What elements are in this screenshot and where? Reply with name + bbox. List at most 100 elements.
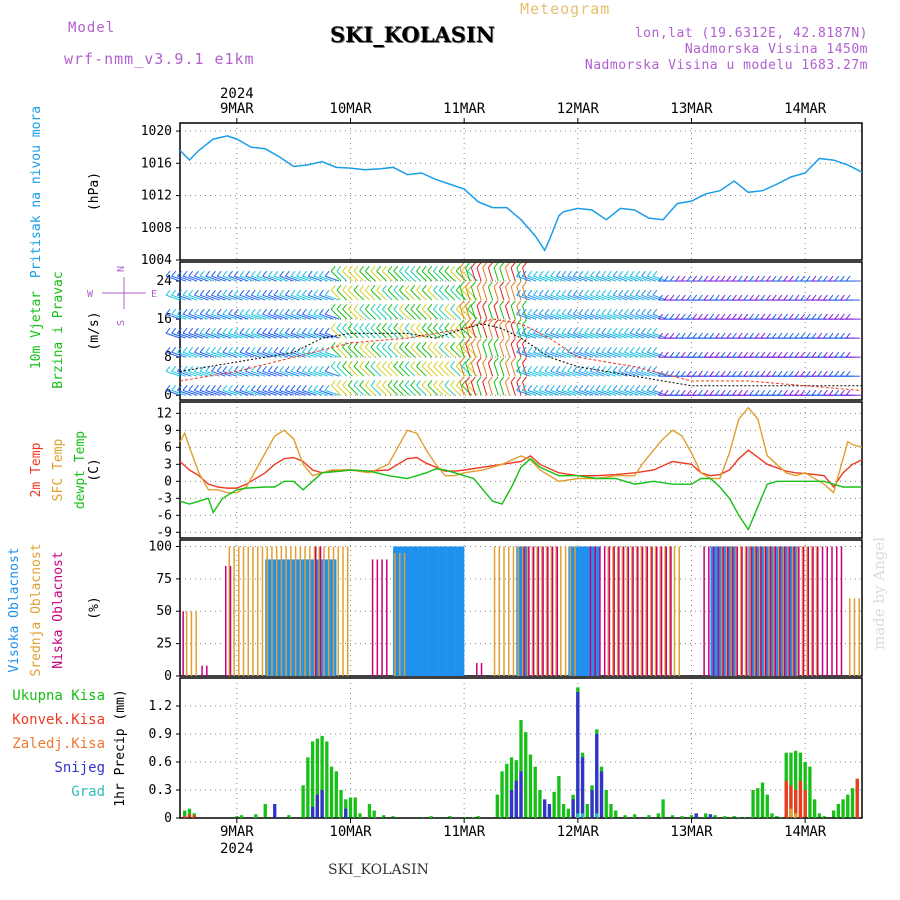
wind-barb (510, 286, 516, 301)
cloud-bar (531, 546, 534, 676)
cloud-bar (517, 546, 519, 676)
precip-bar (329, 766, 334, 818)
wind-barb-flag (663, 370, 669, 377)
wind-barb (461, 327, 473, 339)
wind-barb-flag (749, 313, 754, 320)
wind-barb-flag (228, 327, 233, 334)
cloud-bar (831, 546, 833, 676)
wind-barb (324, 389, 340, 396)
wind-barb-flag (822, 313, 828, 320)
wind-barb-flag (800, 351, 806, 358)
cloud-bar (458, 546, 462, 676)
y-tick-label: -6 (156, 508, 172, 523)
wind-barb-flag (239, 308, 245, 315)
wind-barb-flag (828, 332, 834, 339)
wind-barb-flag (284, 289, 290, 296)
precip-bar (812, 799, 817, 818)
wind-barb (421, 327, 433, 339)
wind-barb (387, 327, 399, 339)
wind-barb (493, 324, 499, 339)
cloud-bar (651, 546, 653, 676)
wind-barb-flag (222, 365, 228, 372)
wind-barb-flag (834, 389, 840, 396)
wind-barb (550, 389, 565, 396)
wind-barb-flag (697, 294, 703, 301)
wind-barb-flag (743, 351, 749, 358)
wind-barb (444, 385, 456, 396)
wind-barb-flag (663, 313, 669, 320)
precip-bar (595, 813, 599, 818)
cloud-bar (332, 546, 335, 676)
wind-barb-flag (828, 389, 834, 396)
cloud-bar (660, 546, 663, 676)
wind-barb-flag (845, 294, 851, 301)
wind-barb-flag (800, 332, 806, 339)
wind-barb-flag (381, 342, 387, 348)
wind-barb (251, 275, 266, 282)
wind-barb-flag (482, 319, 488, 326)
wind-barb-flag (669, 351, 675, 358)
cloud-axis-label-3: Niska Oblacnost (51, 551, 66, 668)
cloud-bar (802, 546, 805, 676)
wind-barb (302, 351, 317, 358)
wind-barb-flag (697, 332, 703, 339)
wind-barb-flag (845, 275, 851, 282)
cloud-bar (763, 546, 766, 676)
wind-barb-flag (433, 284, 438, 291)
wind-barb (382, 366, 393, 377)
cloud-bar (403, 552, 406, 676)
wind-barb-flag (182, 346, 188, 353)
wind-barb-flag (589, 346, 595, 353)
wind-barb-flag (811, 389, 817, 396)
precip-bar (694, 813, 698, 818)
cloud-bar (678, 546, 680, 676)
wind-barb-flag (182, 289, 188, 296)
wind-barb-flag (589, 365, 595, 372)
wind-barb-flag (550, 289, 555, 296)
wind-barb (404, 385, 416, 396)
cloud-bar (627, 546, 630, 676)
wind-barb (578, 332, 594, 339)
wind-barb-flag (845, 389, 851, 396)
wind-barb (516, 351, 531, 358)
wind-barb-flag (324, 327, 330, 334)
cloud-bar (618, 546, 620, 676)
wind-barb-flag (686, 275, 692, 282)
wind-barb-flag (216, 385, 222, 391)
bottom-year-label: 2024 (220, 841, 254, 857)
wind-barb-flag (211, 270, 216, 277)
wind-barb (324, 275, 340, 282)
wind-barb (455, 289, 467, 301)
wind-barb-flag (176, 289, 182, 296)
cloud-bar (727, 546, 731, 676)
wind-barb-flag (754, 275, 760, 282)
wind-barb-flag (467, 342, 473, 348)
wind-barb (641, 351, 656, 358)
wind-barb (416, 289, 427, 301)
wind-barb-flag (794, 389, 800, 396)
wind-barb (533, 294, 548, 301)
wind-barb-flag (296, 385, 302, 391)
wind-barb-flag (749, 294, 754, 301)
wind-barb-flag (267, 365, 273, 372)
wind-barb-flag (279, 327, 285, 334)
wind-barb-flag (319, 346, 324, 353)
precip-bar (538, 790, 542, 818)
precip-bar (599, 771, 604, 818)
wind-barb (461, 270, 473, 282)
wind-barb (279, 294, 294, 301)
cloud-bar (659, 546, 662, 676)
precip-bar (794, 790, 798, 818)
wind-barb (612, 351, 628, 358)
wind-barb (427, 347, 438, 358)
bottom-date-label: 9MAR (220, 824, 254, 840)
wind-barb-flag (555, 346, 561, 353)
wind-barb (211, 389, 226, 396)
wind-barb-flag (284, 308, 290, 315)
cloud-bar (401, 546, 405, 676)
wind-barb-flag (800, 294, 806, 301)
wind-barb (573, 370, 588, 377)
wind-barb-flag (766, 351, 771, 358)
wind-barb (216, 389, 232, 396)
